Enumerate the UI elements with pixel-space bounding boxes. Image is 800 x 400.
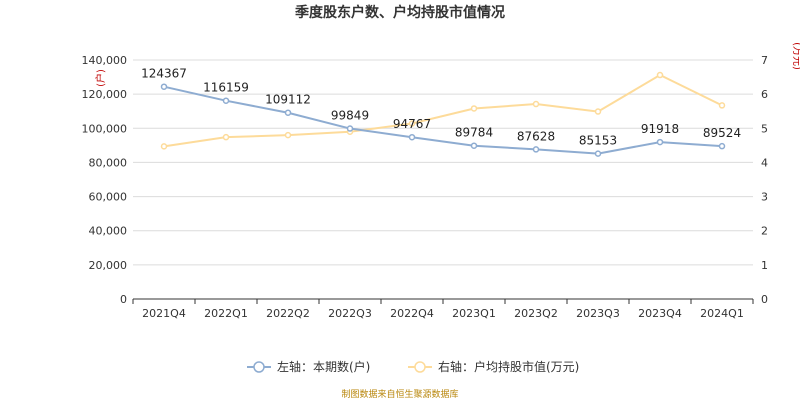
x-tick-label: 2023Q3 [576, 307, 620, 320]
right-tick-label: 5 [761, 122, 768, 135]
left-tick-label: 80,000 [89, 156, 128, 169]
right-axis-unit: (万元) [791, 42, 800, 70]
data-label: 116159 [203, 81, 249, 95]
left-tick-label: 0 [120, 293, 127, 306]
series-point [160, 83, 168, 90]
series-point [594, 108, 602, 115]
legend-item: 左轴：本期数(户) [277, 359, 370, 374]
series-point [594, 150, 602, 157]
series-point [222, 97, 230, 104]
series-point [532, 100, 540, 108]
x-tick-label: 2022Q3 [328, 307, 372, 320]
x-tick-label: 2022Q2 [266, 307, 310, 320]
series-point [284, 131, 292, 139]
legend-item: 右轴：户均持股市值(万元) [438, 359, 579, 374]
right-tick-label: 3 [761, 191, 768, 204]
x-tick-label: 2022Q1 [204, 307, 248, 320]
right-tick-label: 7 [761, 54, 768, 67]
data-label: 109112 [265, 93, 311, 107]
legend-swatch-marker [414, 361, 426, 373]
left-tick-label: 60,000 [89, 191, 128, 204]
legend-swatch-marker [253, 361, 265, 373]
series-point [408, 133, 416, 141]
data-label: 89524 [703, 126, 741, 140]
series-point [470, 142, 478, 149]
series-point [408, 120, 416, 127]
series-point [346, 125, 354, 132]
right-tick-label: 6 [761, 88, 768, 101]
right-tick-label: 1 [761, 259, 768, 272]
series-line [163, 73, 723, 148]
series-point [160, 143, 168, 150]
data-label: 124367 [141, 67, 187, 81]
data-label: 85153 [579, 134, 617, 148]
data-label: 89784 [455, 126, 493, 140]
series-point [284, 109, 292, 116]
x-tick-label: 2023Q2 [514, 307, 558, 320]
series-line [163, 85, 723, 155]
grid-lines [133, 59, 753, 300]
x-tick-label: 2023Q4 [638, 307, 682, 320]
right-axis-ticks: 0 1 2 3 4 5 6 7 [761, 54, 768, 306]
x-axis-ticks: 2021Q4 2022Q1 2022Q2 2022Q3 2022Q4 2023Q1 2023… [142, 307, 744, 320]
series-point [656, 138, 664, 146]
series-point [470, 105, 478, 112]
x-tick-label: 2022Q4 [390, 307, 434, 320]
series-point [718, 102, 726, 109]
series-point [532, 146, 540, 153]
series-point [656, 71, 664, 79]
series-point [718, 142, 726, 150]
chart-title: 季度股东户数、户均持股市值情况 [294, 4, 505, 21]
source-footer: 制图数据来自恒生聚源数据库 [341, 388, 458, 400]
x-tick-label: 2023Q1 [452, 307, 496, 320]
left-tick-label: 100,000 [82, 122, 128, 135]
right-tick-label: 0 [761, 293, 768, 306]
legend: 左轴：本期数(户) 右轴：户均持股市值(万元) [247, 359, 579, 374]
left-axis-ticks: 0 20,000 40,000 60,000 80,000 100,000 120,000 1… [82, 54, 128, 306]
left-tick-label: 140,000 [82, 54, 128, 67]
right-tick-label: 4 [761, 156, 768, 169]
left-tick-label: 120,000 [82, 88, 128, 101]
data-label: 94767 [393, 117, 431, 131]
data-label: 91918 [641, 122, 679, 136]
series-layer [160, 71, 726, 157]
data-labels: 124367 116159 109112 99849 94767 89784 87628 85… [141, 67, 741, 148]
series-point [222, 133, 230, 141]
left-tick-label: 40,000 [89, 225, 128, 238]
axes [132, 298, 754, 304]
data-label: 87628 [517, 129, 555, 143]
left-tick-label: 20,000 [89, 259, 128, 272]
data-label: 99849 [331, 109, 369, 123]
left-axis-unit: (户) [94, 69, 107, 87]
right-tick-label: 2 [761, 225, 768, 238]
x-tick-label: 2021Q4 [142, 307, 186, 320]
x-tick-label: 2024Q1 [700, 307, 744, 320]
